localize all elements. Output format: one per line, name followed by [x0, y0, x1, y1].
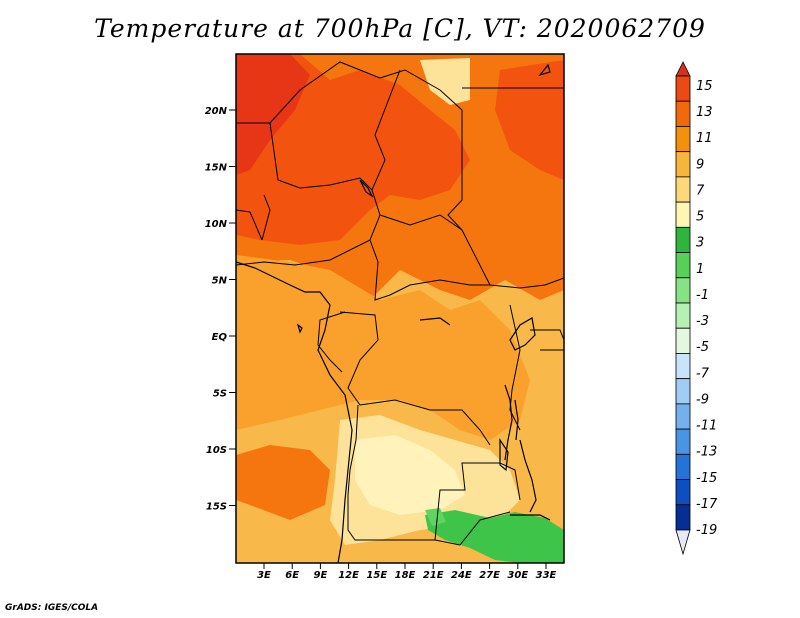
- colorbar-swatch: [675, 504, 691, 531]
- colorbar-label: -11: [696, 419, 717, 434]
- field-warm-southwest: [236, 445, 330, 520]
- colorbar-label: 5: [696, 210, 704, 225]
- lon-tick-label: 30E: [507, 570, 528, 581]
- colorbar-swatch: [675, 201, 691, 228]
- lat-tick-label: EQ: [212, 332, 228, 343]
- colorbar-swatch: [675, 479, 691, 506]
- colorbar-swatch: [675, 277, 691, 304]
- lon-tick-label: 21E: [423, 570, 444, 581]
- field-mid-south: [236, 255, 530, 440]
- lon-tick-label: 9E: [314, 570, 328, 581]
- colorbar-swatch: [675, 75, 691, 102]
- colorbar-label: 1: [696, 262, 704, 277]
- map-frame: [235, 53, 565, 564]
- colorbar-label: 9: [696, 157, 704, 172]
- lon-tick-label: 15E: [366, 570, 387, 581]
- colorbar-label: -19: [696, 523, 717, 538]
- colorbar-swatch: [675, 151, 691, 178]
- field-very-hot: [236, 54, 310, 175]
- colorbar-label: -1: [696, 288, 709, 303]
- lon-tick-label: 3E: [257, 570, 271, 581]
- colorbar-swatch: [675, 403, 691, 430]
- field-pale-east: [420, 58, 470, 105]
- colorbar-swatch: [675, 327, 691, 354]
- lat-tick-label: 5S: [213, 389, 227, 400]
- field-hot-east: [495, 60, 564, 180]
- credit-label: GrADS: IGES/COLA: [5, 603, 99, 613]
- lat-tick-label: 5N: [212, 276, 228, 287]
- colorbar-label: 7: [696, 183, 705, 198]
- lat-tick-label: 10S: [206, 445, 227, 456]
- field-cream: [355, 435, 465, 515]
- colorbar-swatch: [675, 226, 691, 253]
- colorbar-label: -15: [696, 471, 717, 486]
- longitude-axis: 3E 6E 9E 12E 15E 18E 21E 24E 27E 30E 33E: [257, 563, 557, 581]
- colorbar-swatch: [675, 100, 691, 127]
- temperature-field: [236, 54, 564, 563]
- colorbar-swatch: [675, 176, 691, 203]
- colorbar-label: 11: [696, 131, 713, 146]
- lat-tick-label: 10N: [205, 219, 228, 230]
- colorbar-label: -17: [696, 497, 718, 512]
- colorbar-swatch: [675, 453, 691, 480]
- colorbar-label: -5: [696, 340, 709, 355]
- colorbar-swatch: [675, 428, 691, 455]
- colorbar-swatch: [675, 353, 691, 380]
- colorbar-swatch: [675, 302, 691, 329]
- country-borders: [236, 61, 564, 546]
- colorbar-swatch: [675, 378, 691, 405]
- colorbar-label: -7: [696, 366, 710, 381]
- latitude-axis: 20N 15N 10N 5N EQ 5S 10S 15S: [205, 106, 236, 513]
- lon-tick-label: 18E: [395, 570, 416, 581]
- field-green-light: [425, 508, 446, 526]
- colorbar-bottom-arrow: [675, 529, 691, 556]
- lat-tick-label: 20N: [205, 106, 228, 117]
- field-green: [425, 510, 564, 563]
- colorbar-label: -3: [696, 314, 709, 329]
- lon-tick-label: 33E: [536, 570, 557, 581]
- lon-tick-label: 24E: [451, 570, 472, 581]
- colorbar-label: 15: [696, 79, 713, 94]
- map-title: Temperature at 700hPa [C], VT: 202006270…: [94, 14, 706, 43]
- lon-tick-label: 6E: [285, 570, 299, 581]
- colorbar-swatch: [675, 252, 691, 279]
- coastlines-lakes: [236, 63, 551, 563]
- colorbar: 15 13 11 9 7 5 3 1 -1 -3 -5 -7 -9 -11 -13 -15 -17 -19: [675, 61, 718, 556]
- lat-tick-label: 15S: [206, 502, 227, 513]
- lon-tick-label: 27E: [479, 570, 500, 581]
- colorbar-top-arrow: [675, 61, 691, 77]
- colorbar-label: -9: [696, 392, 709, 407]
- colorbar-label: 13: [696, 105, 713, 120]
- lat-tick-label: 15N: [205, 163, 228, 174]
- lon-tick-label: 12E: [338, 570, 359, 581]
- colorbar-swatch: [675, 126, 691, 153]
- colorbar-label: 3: [696, 236, 704, 251]
- colorbar-label: -13: [696, 445, 717, 460]
